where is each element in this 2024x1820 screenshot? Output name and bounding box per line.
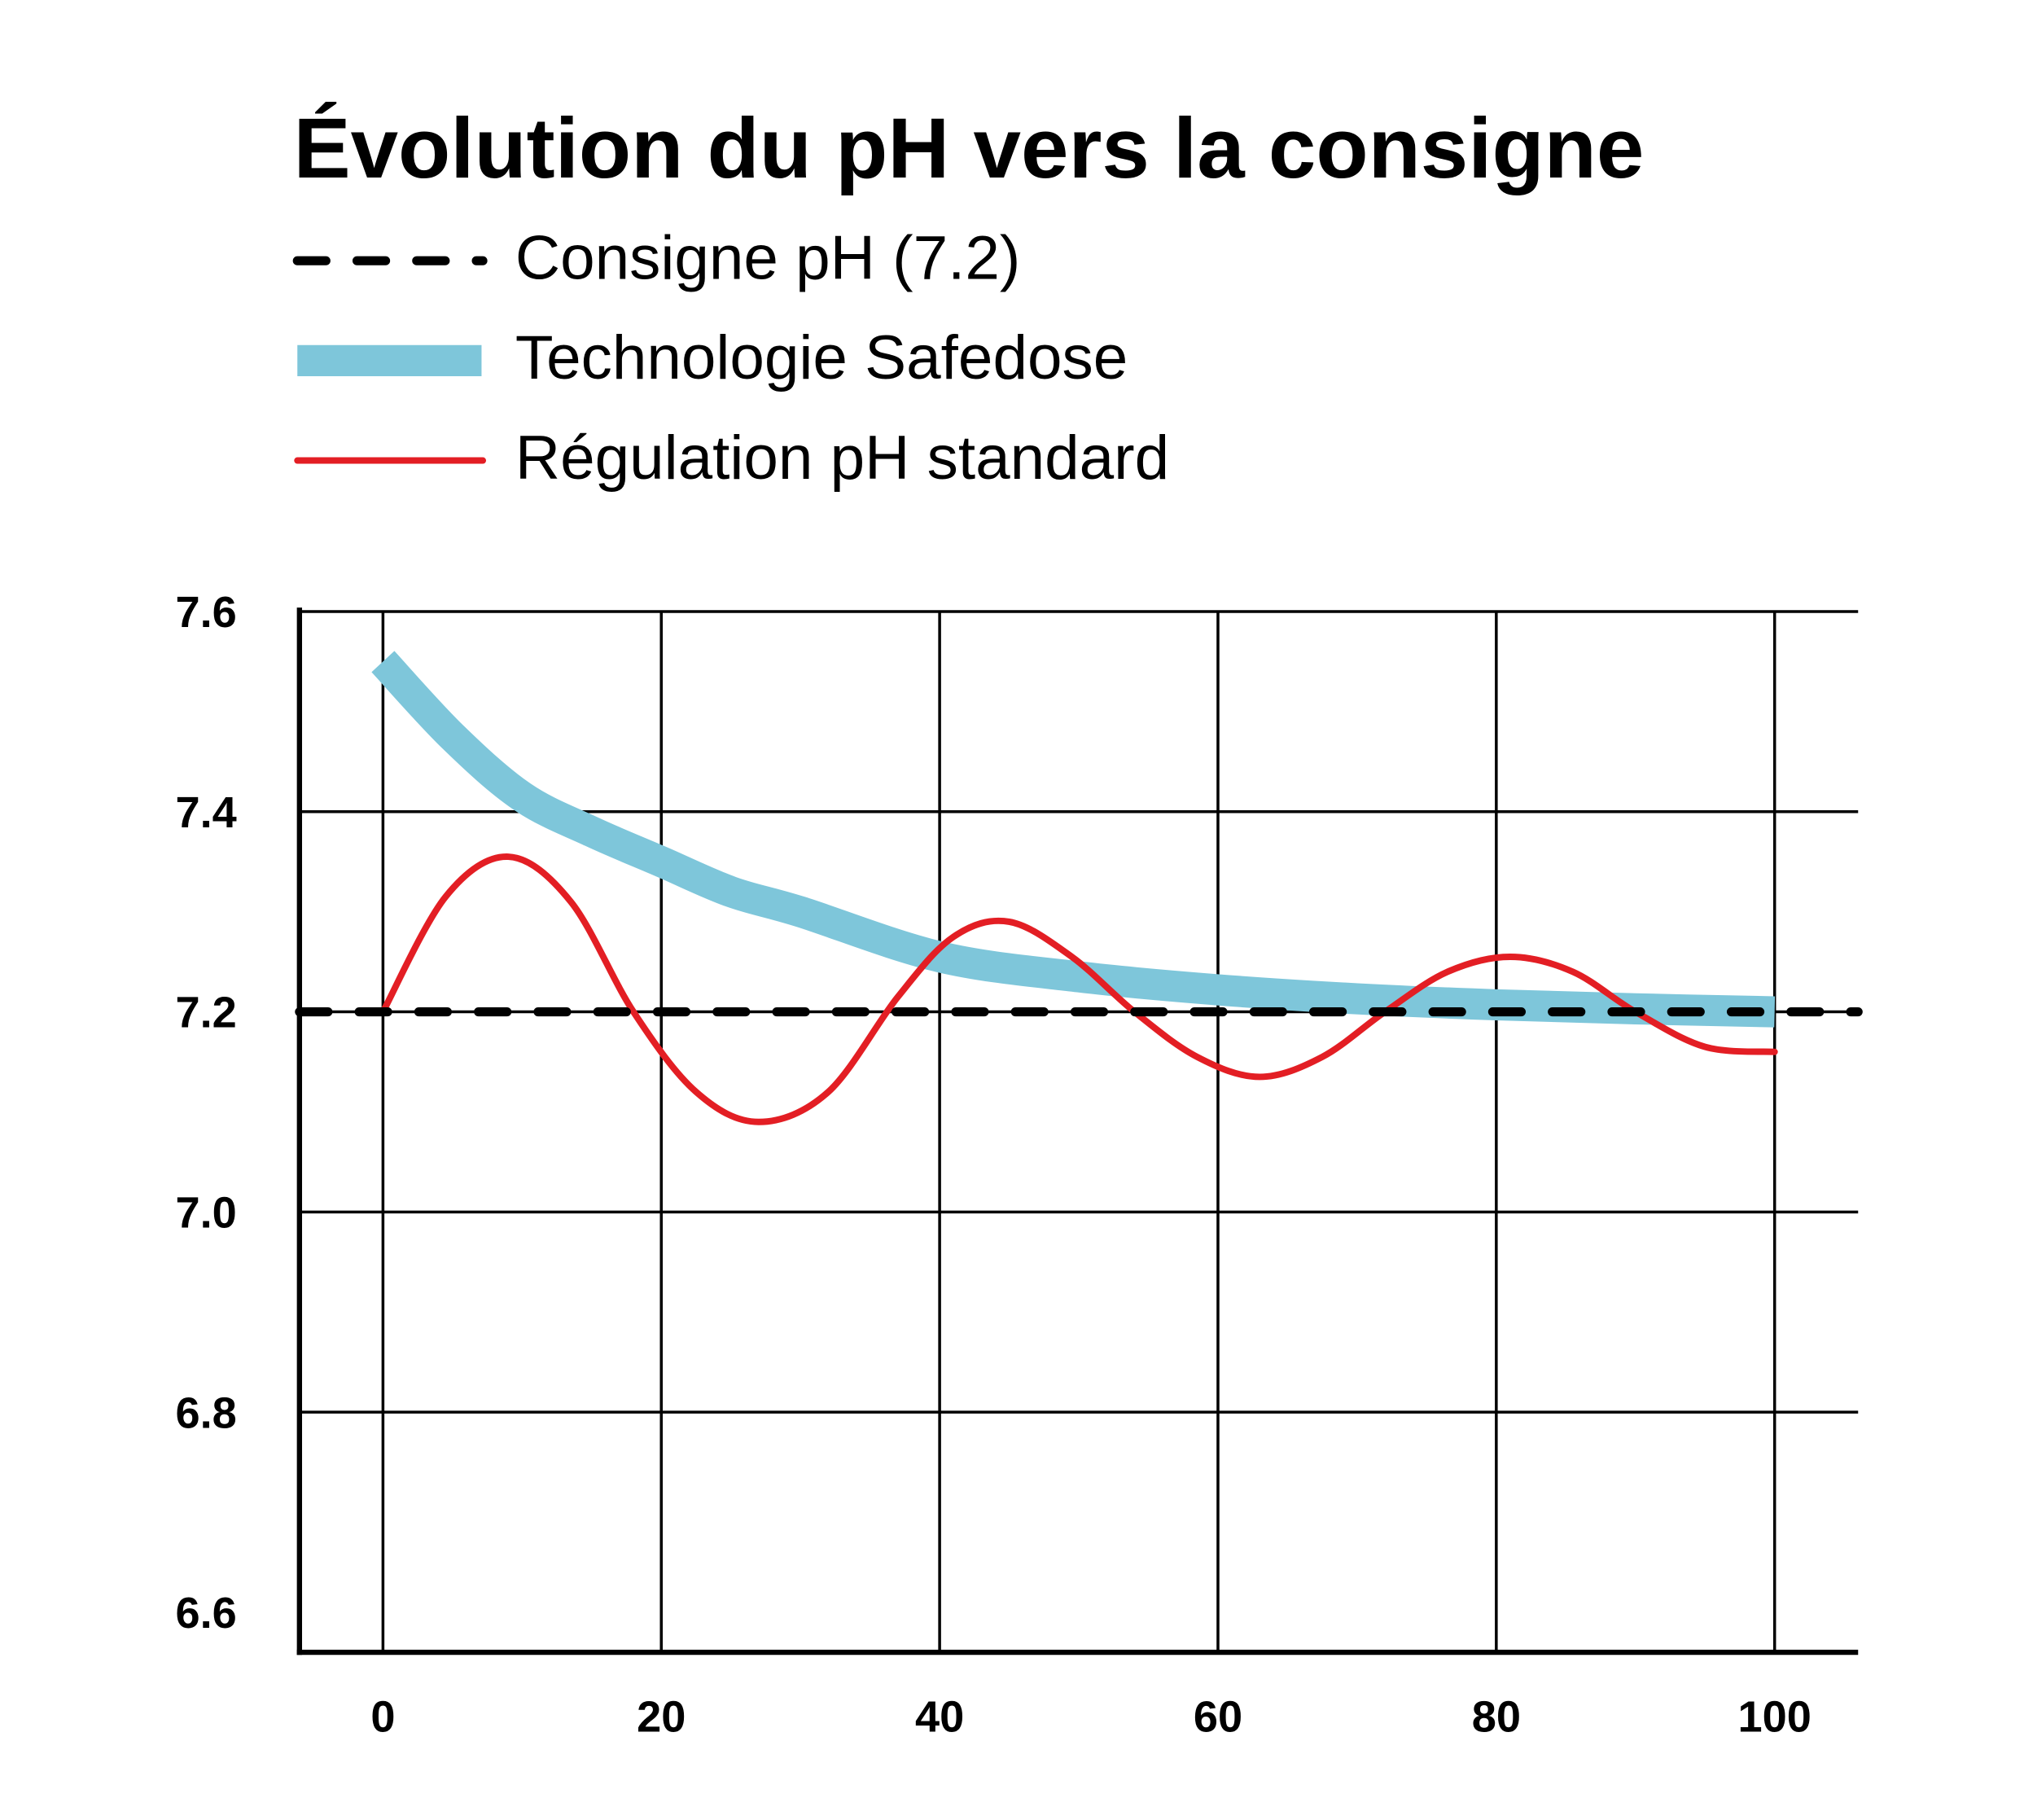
- x-tick-label: 20: [637, 1693, 686, 1742]
- x-tick-label: 0: [370, 1693, 395, 1742]
- x-tick-label: 40: [915, 1693, 964, 1742]
- y-tick-label: 7.6: [176, 588, 237, 637]
- tick-labels: 7.6 7.4 7.2 7.0 6.8 6.6 0 20 40 60 80 100: [176, 588, 1812, 1742]
- standard-regulation-line: [379, 853, 1778, 1125]
- grid: [299, 610, 1859, 1653]
- x-tick-label: 60: [1194, 1693, 1242, 1742]
- x-tick-label: 80: [1472, 1693, 1521, 1742]
- safedose-line: [371, 651, 1776, 1028]
- x-tick-label: 100: [1738, 1693, 1812, 1742]
- y-tick-label: 7.4: [176, 788, 237, 837]
- y-tick-label: 7.0: [176, 1188, 237, 1237]
- y-tick-label: 6.6: [176, 1589, 237, 1638]
- series-layer: [295, 651, 1863, 1125]
- y-tick-label: 7.2: [176, 989, 237, 1037]
- legend-label-standard: Régulation pH standard: [515, 423, 1169, 493]
- chart-title: Évolution du pH vers la consigne: [293, 101, 1644, 196]
- y-tick-label: 6.8: [176, 1388, 237, 1437]
- axes: [296, 607, 1859, 1656]
- legend: Consigne pH (7.2) Technologie Safedose R…: [292, 223, 1169, 493]
- legend-label-consigne: Consigne pH (7.2): [515, 223, 1020, 292]
- legend-label-safedose: Technologie Safedose: [515, 323, 1128, 393]
